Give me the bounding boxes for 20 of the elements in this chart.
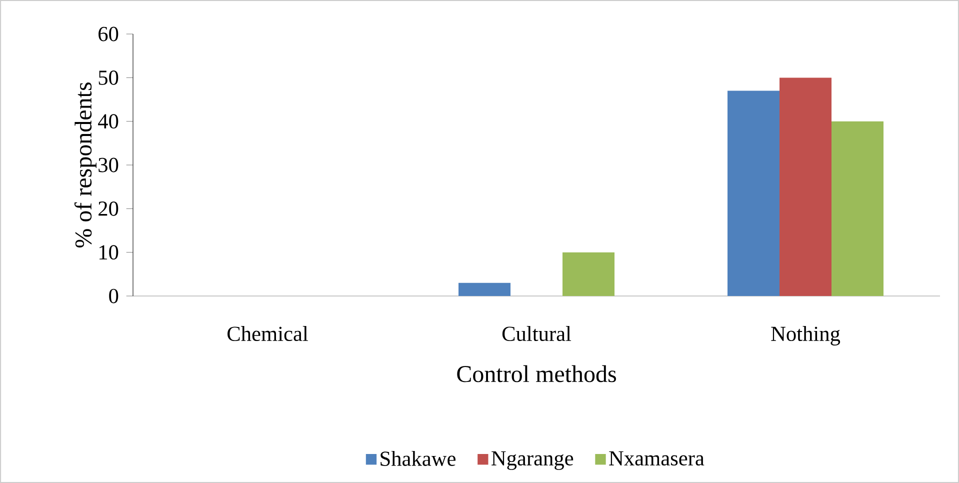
legend-label: Ngarange xyxy=(492,451,574,470)
bar xyxy=(562,252,615,296)
y-axis-title: % of respondents xyxy=(74,82,96,248)
y-tick-label: 40 xyxy=(98,114,118,129)
y-tick-label: 10 xyxy=(100,245,118,260)
legend-label: Shakawe xyxy=(380,450,456,466)
legend-label: Nxamasera xyxy=(609,451,704,466)
y-tick-label: 60 xyxy=(98,26,118,42)
x-tick-label: Nothing xyxy=(771,326,840,346)
x-axis-title: Control methods xyxy=(457,365,616,382)
x-tick-label: Cultural xyxy=(502,326,572,342)
bar xyxy=(832,121,884,296)
y-tick-label: 50 xyxy=(98,70,118,85)
bar xyxy=(458,282,511,296)
x-tick-label: Chemical xyxy=(228,326,308,342)
y-tick-label: 30 xyxy=(98,158,118,172)
y-tick-label: 20 xyxy=(98,201,118,216)
bar xyxy=(780,78,832,296)
bar xyxy=(728,90,780,296)
y-tick-label: 0 xyxy=(109,288,118,304)
